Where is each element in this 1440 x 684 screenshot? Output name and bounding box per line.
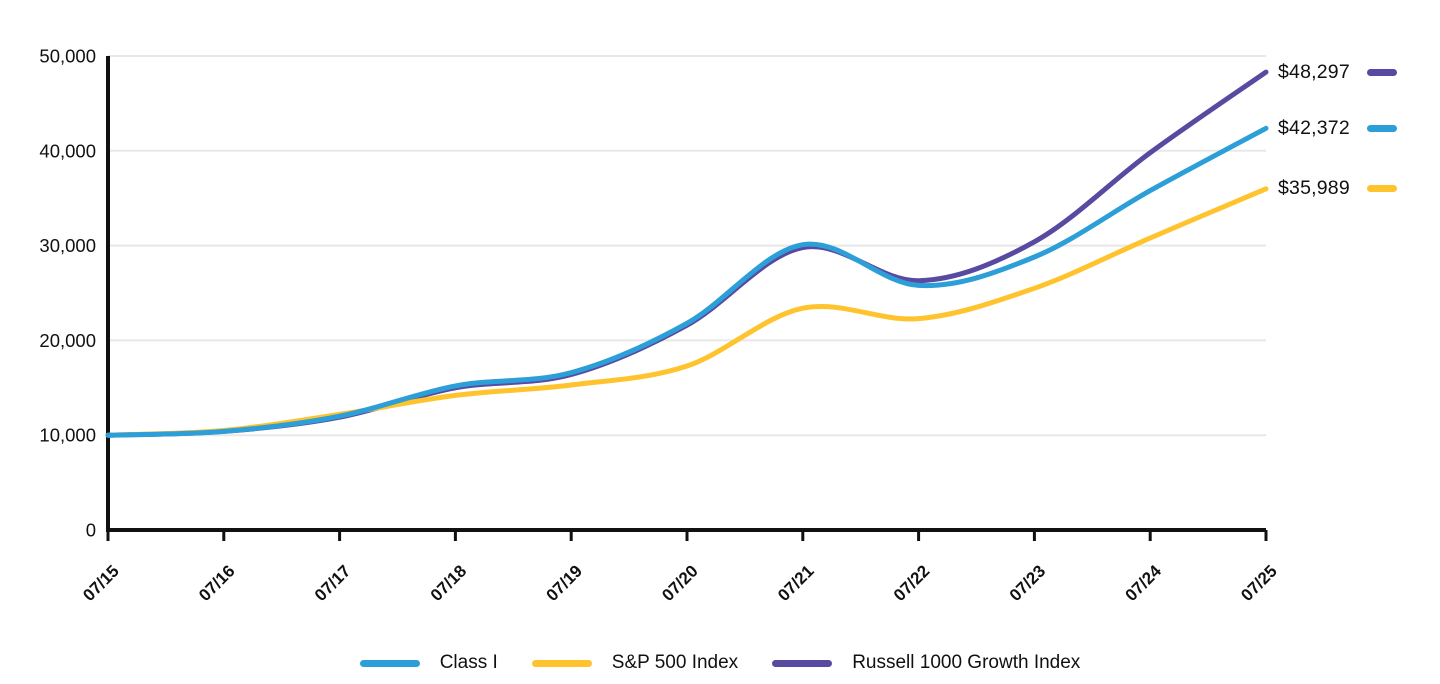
x-axis-tick-label: 07/22	[890, 561, 934, 605]
legend-swatch-russell-icon	[772, 659, 833, 667]
x-axis-tick-label: 07/23	[1006, 561, 1050, 605]
end-value-sp-500-index: $35,989	[1278, 177, 1350, 200]
legend-label-russell-1000-growth-index: Russell 1000 Growth Index	[852, 652, 1081, 673]
end-value-class-i: $42,372	[1278, 116, 1350, 139]
y-axis-tick-label: 10,000	[39, 425, 96, 446]
legend-swatch-class-i-icon	[359, 659, 420, 667]
x-axis-tick-label: 07/18	[427, 561, 471, 605]
series-line-russell-1000-growth-index	[105, 69, 1269, 438]
end-dash-sp-500-icon	[1366, 185, 1397, 193]
x-axis-tick-label: 07/19	[543, 561, 587, 605]
x-axis-tick-label: 07/21	[774, 561, 818, 605]
end-value-russell-1000-growth-index: $48,297	[1278, 60, 1350, 83]
end-dash-russell-icon	[1366, 68, 1397, 76]
x-axis-tick-label: 07/16	[195, 561, 239, 605]
x-axis-tick-label: 07/20	[658, 561, 702, 605]
legend-label-class-i: Class I	[439, 652, 498, 673]
x-axis-tick-label: 07/15	[79, 561, 123, 605]
end-label-sp-500-index: $35,989	[1278, 176, 1397, 202]
y-axis-tick-label: 40,000	[39, 140, 96, 161]
end-dash-class-i-icon	[1366, 124, 1397, 132]
legend-item-sp-500-index: S&P 500 Index	[531, 652, 739, 674]
end-label-russell-1000-growth-index: $48,297	[1278, 59, 1397, 85]
legend-item-class-i: Class I	[359, 652, 498, 674]
y-axis-tick-label: 30,000	[39, 235, 96, 256]
legend-item-russell-1000-growth-index: Russell 1000 Growth Index	[772, 652, 1080, 674]
end-label-class-i: $42,372	[1278, 115, 1397, 141]
x-axis-tick-label: 07/24	[1122, 561, 1166, 605]
y-axis-tick-label: 50,000	[39, 46, 96, 67]
x-axis-tick-label: 07/17	[311, 561, 355, 605]
chart-legend: Class I S&P 500 Index Russell 1000 Growt…	[0, 652, 1440, 674]
legend-swatch-sp-500-icon	[531, 659, 592, 667]
y-axis-tick-label: 20,000	[39, 330, 96, 351]
y-axis-tick-label: 0	[86, 520, 96, 541]
x-axis-tick-label: 07/25	[1237, 561, 1281, 605]
series-line-class-i	[105, 125, 1269, 438]
legend-label-sp-500-index: S&P 500 Index	[611, 652, 739, 673]
